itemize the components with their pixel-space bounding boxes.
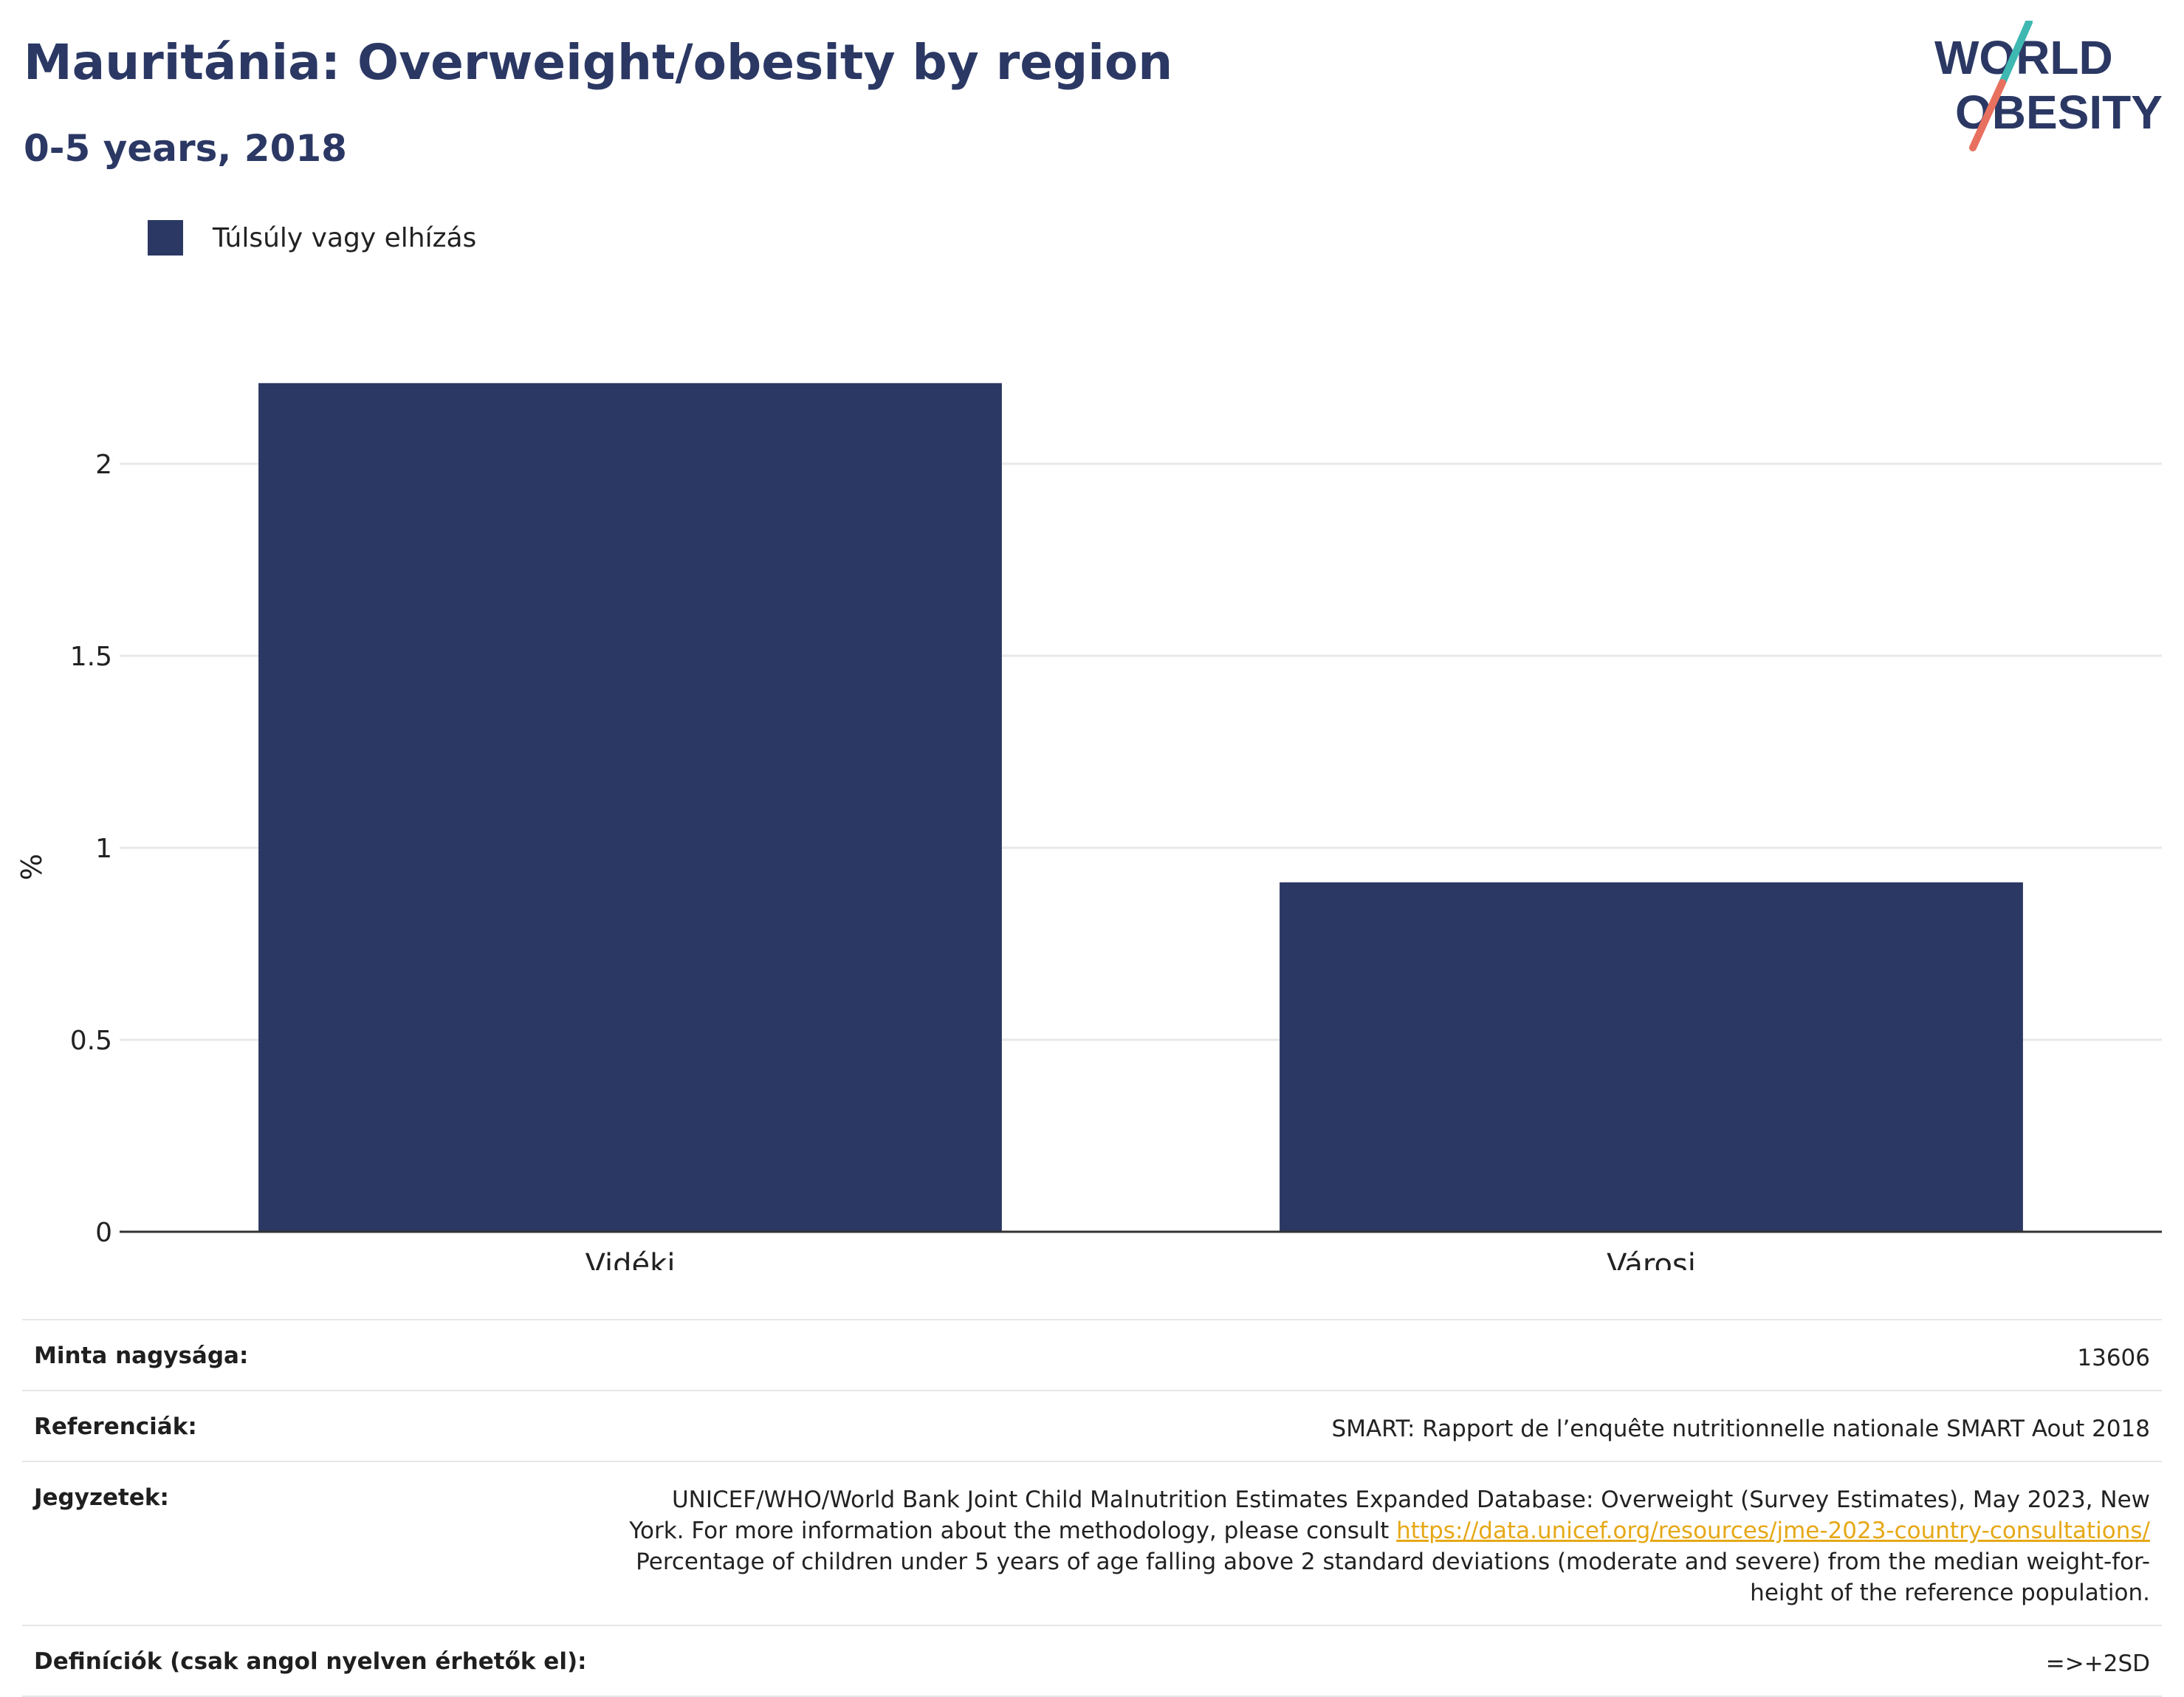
info-row-references: Referenciák: SMART: Rapport de l’enquête… bbox=[22, 1390, 2162, 1461]
x-tick-label: Vidéki bbox=[586, 1248, 676, 1270]
definitions-value: =>+2SD bbox=[2045, 1650, 2150, 1677]
notes-label: Jegyzetek: bbox=[34, 1484, 169, 1511]
chart-subtitle: 0-5 years, 2018 bbox=[24, 127, 347, 170]
logo-slash-teal bbox=[1999, 21, 2033, 86]
y-tick-label: 0 bbox=[95, 1218, 112, 1248]
notes-value: UNICEF/WHO/World Bank Joint Child Malnut… bbox=[614, 1484, 2150, 1608]
definitions-label: Definíciók (csak angol nyelven érhetők e… bbox=[34, 1648, 587, 1675]
bar-2 bbox=[1280, 882, 2023, 1232]
notes-link[interactable]: https://data.unicef.org/resources/jme-20… bbox=[1396, 1518, 2150, 1544]
references-value: SMART: Rapport de l’enquête nutritionnel… bbox=[1331, 1416, 2150, 1442]
bar-chart: 0 0.5 1 1.5 2 Vidéki Városi % bbox=[16, 383, 2162, 1270]
chart-title: Mauritánia: Overweight/obesity by region bbox=[24, 34, 1173, 91]
info-row-definitions: Definíciók (csak angol nyelven érhetők e… bbox=[22, 1625, 2162, 1697]
legend-label: Túlsúly vagy elhízás bbox=[213, 222, 477, 253]
chart-legend[interactable]: Túlsúly vagy elhízás bbox=[148, 220, 476, 256]
notes-text-2: Percentage of children under 5 years of … bbox=[636, 1549, 2150, 1606]
notes-text-1: UNICEF/WHO/World Bank Joint Child Malnut… bbox=[629, 1487, 2150, 1544]
sample-size-label: Minta nagysága: bbox=[34, 1343, 249, 1369]
x-labels-layer: Vidéki Városi bbox=[586, 1248, 1696, 1270]
world-obesity-logo: WORLD OBESITY bbox=[1934, 21, 2163, 151]
y-tick-label: 2 bbox=[95, 450, 112, 480]
info-row-notes: Jegyzetek: UNICEF/WHO/World Bank Joint C… bbox=[22, 1461, 2162, 1625]
bars-layer bbox=[258, 383, 2023, 1232]
y-tick-label: 0.5 bbox=[70, 1026, 112, 1056]
legend-swatch bbox=[148, 220, 183, 256]
y-ticks-layer: 0 0.5 1 1.5 2 bbox=[70, 450, 112, 1248]
sample-size-value: 13606 bbox=[2077, 1345, 2150, 1371]
bar-1 bbox=[258, 383, 1002, 1232]
references-label: Referenciák: bbox=[34, 1413, 197, 1440]
logo-slash-coral bbox=[1969, 79, 2006, 151]
y-tick-label: 1.5 bbox=[70, 642, 112, 672]
x-tick-label: Városi bbox=[1607, 1248, 1696, 1270]
info-table: Minta nagysága: 13606 Referenciák: SMART… bbox=[22, 1319, 2162, 1697]
info-row-sample-size: Minta nagysága: 13606 bbox=[22, 1319, 2162, 1390]
y-tick-label: 1 bbox=[95, 834, 112, 864]
y-axis-label: % bbox=[16, 854, 48, 880]
